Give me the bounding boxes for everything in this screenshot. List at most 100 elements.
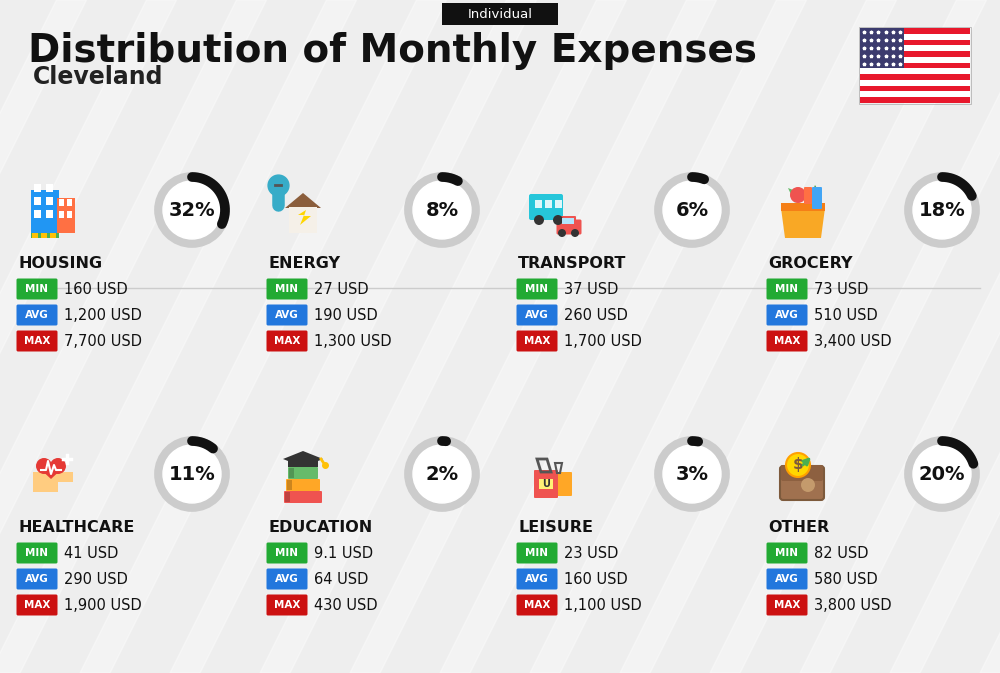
Polygon shape [283, 451, 323, 467]
Text: 290 USD: 290 USD [64, 571, 128, 586]
FancyBboxPatch shape [860, 45, 970, 51]
FancyBboxPatch shape [516, 594, 558, 616]
Text: 73 USD: 73 USD [814, 281, 868, 297]
FancyBboxPatch shape [516, 542, 558, 563]
Circle shape [571, 229, 579, 237]
Text: AVG: AVG [525, 310, 549, 320]
FancyBboxPatch shape [767, 330, 808, 351]
FancyBboxPatch shape [545, 200, 552, 208]
Circle shape [558, 229, 566, 237]
Text: HOUSING: HOUSING [18, 256, 102, 271]
FancyBboxPatch shape [516, 279, 558, 299]
Circle shape [786, 453, 810, 477]
Text: AVG: AVG [775, 574, 799, 584]
FancyBboxPatch shape [50, 233, 56, 238]
Polygon shape [781, 208, 825, 238]
Text: 3,800 USD: 3,800 USD [814, 598, 892, 612]
Text: AVG: AVG [25, 574, 49, 584]
Circle shape [790, 187, 806, 203]
Text: AVG: AVG [275, 574, 299, 584]
Text: MIN: MIN [526, 548, 548, 558]
Text: MIN: MIN [776, 284, 798, 294]
FancyBboxPatch shape [59, 199, 64, 206]
FancyBboxPatch shape [266, 279, 308, 299]
Polygon shape [33, 472, 73, 492]
FancyBboxPatch shape [41, 233, 47, 238]
FancyBboxPatch shape [860, 92, 970, 97]
FancyBboxPatch shape [46, 184, 53, 192]
Text: U: U [542, 479, 550, 489]
Text: AVG: AVG [275, 310, 299, 320]
Polygon shape [808, 185, 821, 203]
FancyBboxPatch shape [516, 304, 558, 326]
FancyBboxPatch shape [266, 594, 308, 616]
FancyBboxPatch shape [16, 569, 58, 590]
Circle shape [913, 181, 971, 239]
FancyBboxPatch shape [556, 219, 582, 234]
FancyBboxPatch shape [16, 304, 58, 326]
Text: 82 USD: 82 USD [814, 546, 868, 561]
Circle shape [553, 215, 563, 225]
FancyBboxPatch shape [287, 480, 292, 490]
FancyBboxPatch shape [860, 51, 970, 57]
Circle shape [534, 215, 544, 225]
Text: 1,300 USD: 1,300 USD [314, 334, 392, 349]
Text: 1,900 USD: 1,900 USD [64, 598, 142, 612]
FancyBboxPatch shape [286, 479, 320, 491]
FancyBboxPatch shape [534, 470, 558, 498]
FancyBboxPatch shape [555, 200, 562, 208]
FancyBboxPatch shape [288, 461, 318, 467]
FancyBboxPatch shape [860, 28, 970, 34]
Text: MIN: MIN [276, 284, 298, 294]
FancyBboxPatch shape [442, 3, 558, 25]
FancyBboxPatch shape [767, 279, 808, 299]
Text: EDUCATION: EDUCATION [268, 520, 372, 534]
Text: Distribution of Monthly Expenses: Distribution of Monthly Expenses [28, 32, 757, 70]
Text: Individual: Individual [468, 7, 532, 20]
Text: 32%: 32% [169, 201, 215, 219]
Circle shape [913, 445, 971, 503]
Text: 7,700 USD: 7,700 USD [64, 334, 142, 349]
Polygon shape [37, 466, 65, 479]
Text: 3%: 3% [676, 464, 708, 483]
Text: 580 USD: 580 USD [814, 571, 878, 586]
Text: 6%: 6% [675, 201, 709, 219]
FancyBboxPatch shape [285, 492, 290, 502]
FancyBboxPatch shape [560, 216, 576, 226]
FancyBboxPatch shape [266, 330, 308, 351]
Text: 1,100 USD: 1,100 USD [564, 598, 642, 612]
Text: $: $ [793, 458, 803, 472]
FancyBboxPatch shape [34, 184, 41, 192]
FancyBboxPatch shape [34, 197, 41, 205]
Polygon shape [298, 210, 311, 225]
FancyBboxPatch shape [516, 330, 558, 351]
FancyBboxPatch shape [16, 594, 58, 616]
FancyBboxPatch shape [781, 465, 823, 481]
Text: 190 USD: 190 USD [314, 308, 378, 322]
Circle shape [801, 478, 815, 492]
Text: HEALTHCARE: HEALTHCARE [18, 520, 134, 534]
FancyBboxPatch shape [31, 190, 59, 238]
Text: MAX: MAX [274, 600, 300, 610]
Circle shape [663, 445, 721, 503]
Circle shape [663, 181, 721, 239]
FancyBboxPatch shape [516, 569, 558, 590]
Text: 430 USD: 430 USD [314, 598, 378, 612]
FancyBboxPatch shape [284, 491, 322, 503]
Text: 8%: 8% [425, 201, 459, 219]
Text: MAX: MAX [524, 600, 550, 610]
FancyBboxPatch shape [266, 304, 308, 326]
FancyBboxPatch shape [529, 194, 563, 220]
Text: MAX: MAX [24, 600, 50, 610]
FancyBboxPatch shape [16, 330, 58, 351]
FancyBboxPatch shape [767, 594, 808, 616]
Circle shape [413, 181, 471, 239]
FancyBboxPatch shape [804, 187, 812, 204]
Text: 11%: 11% [169, 464, 215, 483]
Text: MIN: MIN [526, 284, 548, 294]
Text: 510 USD: 510 USD [814, 308, 878, 322]
FancyBboxPatch shape [16, 542, 58, 563]
Text: 41 USD: 41 USD [64, 546, 118, 561]
FancyBboxPatch shape [860, 69, 970, 74]
Text: 37 USD: 37 USD [564, 281, 618, 297]
